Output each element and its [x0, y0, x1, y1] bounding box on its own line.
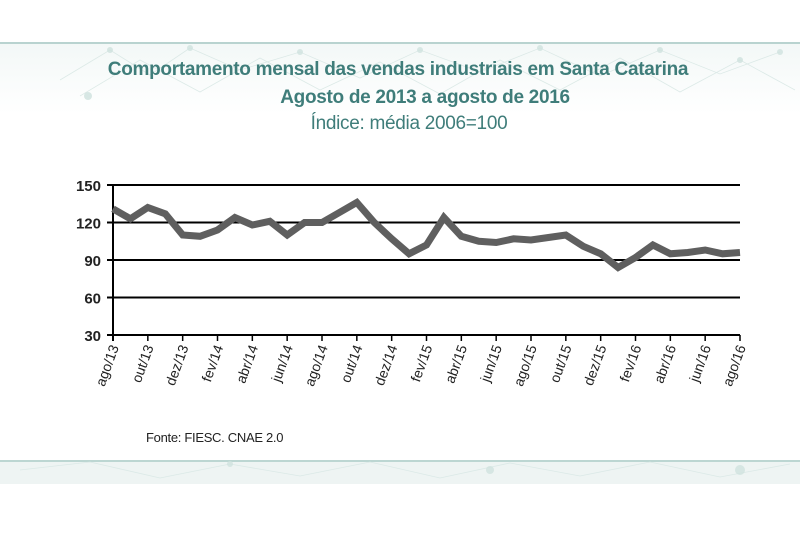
series-line — [111, 198, 741, 272]
x-tick-label: ago/13 — [92, 342, 122, 388]
x-tick-label: jun/14 — [268, 342, 296, 384]
y-tick-label: 90 — [84, 253, 101, 270]
x-tick-label: out/13 — [128, 342, 156, 384]
header-background-band — [0, 44, 800, 114]
chart-title: Comportamento mensal das vendas industri… — [107, 59, 689, 80]
y-tick-label: 60 — [84, 291, 101, 308]
x-tick-label: fev/15 — [407, 342, 435, 384]
y-axis-labels: 30 60 90 120 150 — [76, 178, 101, 345]
x-tick-label: out/15 — [546, 342, 574, 384]
y-tick-label: 30 — [84, 328, 101, 345]
y-tick-label: 150 — [76, 178, 101, 195]
x-tick-label: dez/14 — [371, 342, 400, 387]
x-tick-label: abr/15 — [442, 342, 471, 385]
series-layer — [111, 198, 741, 272]
x-tick-label: abr/16 — [651, 342, 680, 385]
x-tick-label: abr/14 — [233, 342, 262, 385]
chart-index-note: Índice: média 2006=100 — [310, 113, 508, 134]
x-tick-label: out/14 — [337, 342, 365, 384]
header-divider — [0, 42, 800, 44]
x-axis-labels: ago/13 out/13 dez/13 fev/14 abr/14 jun/14 ago/… — [92, 335, 749, 388]
x-tick-label: jun/16 — [686, 342, 714, 384]
x-tick-label: ago/14 — [301, 342, 331, 388]
x-tick-label: ago/16 — [719, 342, 749, 388]
y-tick-label: 120 — [76, 216, 101, 233]
source-note: Fonte: FIESC. CNAE 2.0 — [146, 430, 284, 445]
grid-layer — [107, 184, 740, 341]
x-tick-label: dez/15 — [580, 342, 609, 387]
x-tick-label: jun/15 — [477, 342, 505, 384]
x-tick-label: fev/16 — [616, 342, 644, 384]
x-tick-label: dez/13 — [162, 342, 191, 387]
x-tick-label: fev/14 — [198, 342, 226, 384]
x-tick-label: ago/15 — [510, 342, 540, 388]
chart-subtitle: Agosto de 2013 a agosto de 2016 — [280, 87, 570, 108]
